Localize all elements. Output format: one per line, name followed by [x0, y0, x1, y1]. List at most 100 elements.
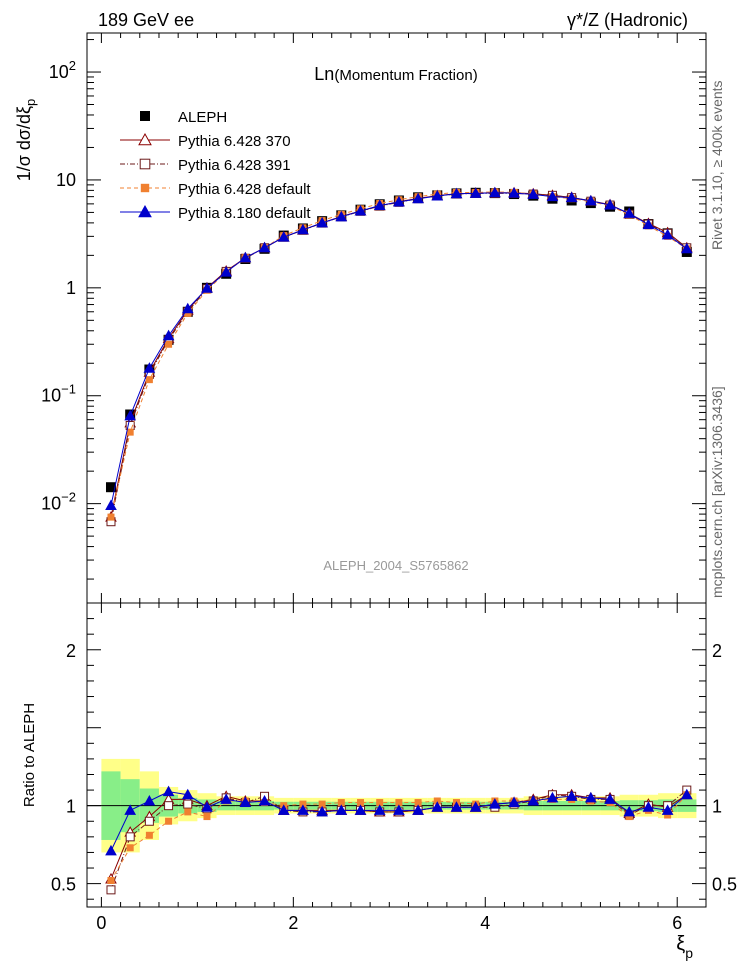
aleph-data-point [105, 482, 116, 493]
x-tick-label: 4 [480, 913, 490, 933]
series-point [527, 188, 540, 199]
ratio-series-point [373, 804, 386, 815]
ratio-series-point [143, 794, 156, 806]
ratio-series-point [661, 804, 674, 815]
legend-label: Pythia 8.180 default [178, 205, 311, 222]
ratio-y-tick-label: 1 [66, 797, 76, 817]
series-point [239, 251, 252, 263]
series-point [431, 189, 444, 201]
y-tick-label: 10 [56, 170, 76, 190]
ratio-series-point [201, 801, 213, 812]
series-point [201, 282, 213, 293]
series-point [297, 223, 309, 235]
ratio-series-point [184, 808, 192, 816]
ratio-series-point [183, 799, 193, 809]
ratio-y-tick-label: 0.5 [51, 875, 76, 895]
series-point [680, 242, 693, 254]
main-title-rest: (Momentum Fraction) [334, 67, 477, 84]
ratio-series-point [335, 804, 348, 815]
rivet-label: Rivet 3.1.10, ≥ 400k events [709, 80, 725, 250]
series-point [162, 329, 175, 341]
ratio-series-point [584, 791, 597, 803]
series-point [412, 192, 424, 204]
series-point [126, 428, 134, 436]
header-right-title: γ*/Z (Hadronic) [567, 10, 688, 30]
ratio-series-point [469, 801, 482, 812]
legend-marker [139, 158, 151, 170]
ratio-series-point [623, 805, 636, 817]
x-tick-label: 0 [96, 913, 106, 933]
ratio-series-point [565, 790, 578, 801]
ratio-series-point [357, 799, 365, 807]
legend-marker [138, 132, 152, 146]
main-title: Ln(Momentum Fraction) [314, 64, 477, 84]
series-point [489, 186, 501, 198]
ratio-y-tick-label-right: 0.5 [712, 875, 737, 895]
ratio-series-point [105, 844, 117, 856]
legend-label: ALEPH [178, 109, 227, 126]
y-tick-label: 1 [66, 278, 76, 298]
x-tick-label: 6 [672, 913, 682, 933]
series-point [277, 231, 290, 242]
ratio-series-point [393, 804, 405, 815]
ratio-y-tick-label-right: 2 [712, 641, 722, 661]
ratio-series-point [412, 804, 424, 815]
ratio-series-point [395, 799, 403, 807]
ratio-series-point [164, 801, 174, 811]
ratio-series-point [181, 788, 194, 800]
ratio-series-point [165, 817, 173, 825]
series-point [316, 216, 328, 228]
ratio-series-point [433, 797, 441, 805]
series-line [110, 192, 688, 518]
series-point [450, 187, 463, 199]
series-point [165, 340, 173, 348]
ratio-series-point [125, 832, 135, 842]
ratio-y-axis-label: Ratio to ALEPH [21, 703, 38, 807]
ratio-series-point [220, 793, 233, 804]
series-point [145, 376, 153, 384]
ratio-series-point [106, 885, 116, 895]
ratio-series-point [126, 844, 134, 852]
series-point [373, 199, 386, 210]
series-point [335, 210, 348, 222]
ratio-series-point [107, 876, 115, 884]
y-tick-label: 10−1 [41, 382, 76, 406]
ratio-series-point [299, 800, 307, 808]
series-point [642, 218, 655, 230]
series-point [604, 199, 616, 210]
x-tick-label: 2 [288, 913, 298, 933]
series-line [110, 191, 688, 518]
legend-label: Pythia 6.428 370 [178, 133, 291, 150]
series-point [546, 190, 559, 202]
ratio-series-point [508, 796, 520, 808]
ratio-series-point [354, 804, 367, 815]
series-point [258, 241, 271, 253]
series-point [584, 194, 597, 206]
ratio-series-point [318, 800, 326, 808]
series-point [565, 191, 578, 203]
ratio-series-point [431, 801, 444, 812]
ratio-y-tick-label: 2 [66, 641, 76, 661]
ratio-series-point [414, 799, 422, 807]
legend-label: Pythia 6.428 default [178, 181, 311, 198]
legend-marker [138, 204, 152, 218]
ratio-series-point [203, 813, 211, 821]
ratio-series-point [297, 804, 309, 815]
main-title-prefix: Ln [314, 64, 334, 84]
legend: ALEPH Pythia 6.428 370 Pythia 6.428 391 Pyt… [120, 109, 311, 222]
legend-marker [140, 111, 150, 121]
ratio-series-point [546, 791, 559, 803]
series-point [508, 187, 520, 198]
series-line [110, 192, 688, 522]
ratio-series-point [316, 805, 328, 817]
ratio-series-point [642, 801, 655, 812]
ratio-series-point [527, 794, 540, 806]
series-point [220, 266, 233, 277]
ratio-series-point [144, 816, 154, 826]
series-point [469, 187, 482, 198]
series-point [181, 302, 194, 314]
series-point [661, 228, 674, 240]
ratio-series-point [162, 785, 175, 797]
ratio-series-point [604, 793, 616, 804]
